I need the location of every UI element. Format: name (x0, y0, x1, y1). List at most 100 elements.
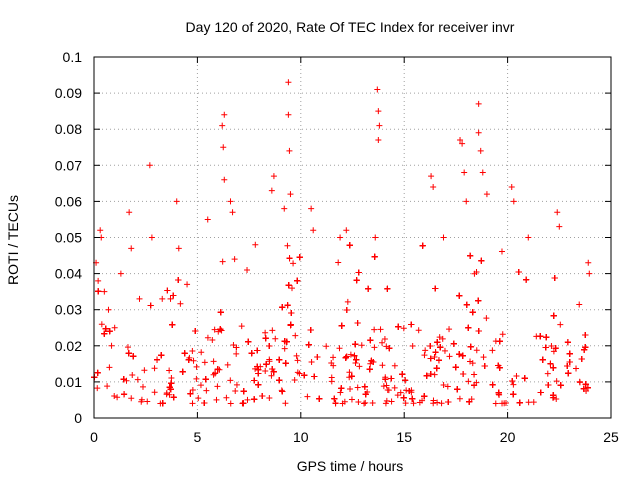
data-point (434, 399, 441, 406)
data-point (358, 342, 365, 349)
data-point (436, 334, 443, 341)
data-point (383, 382, 390, 389)
data-point (432, 285, 439, 292)
data-point (347, 386, 354, 393)
data-point (214, 383, 221, 390)
data-point (521, 375, 528, 382)
data-point (375, 137, 382, 144)
data-point (108, 342, 115, 349)
data-point (287, 191, 294, 198)
data-point (266, 342, 273, 349)
data-point (227, 377, 234, 384)
data-point (463, 301, 470, 308)
data-point (332, 400, 339, 407)
data-point (101, 330, 108, 337)
y-tick-label: 0.03 (55, 302, 82, 318)
data-point (366, 366, 373, 373)
data-point (347, 351, 354, 358)
data-point (353, 277, 360, 284)
data-point (146, 162, 153, 169)
data-point (475, 129, 482, 136)
data-point (288, 310, 295, 317)
data-point (416, 399, 423, 406)
data-point (154, 356, 161, 363)
data-point (510, 391, 517, 398)
data-point (187, 390, 194, 397)
data-point (581, 346, 588, 353)
data-point (456, 292, 463, 299)
data-point (262, 329, 269, 336)
plot-frame (93, 56, 612, 419)
data-point (399, 371, 406, 378)
data-point (304, 393, 311, 400)
data-point (255, 381, 262, 388)
data-point (446, 326, 453, 333)
data-point (431, 371, 438, 378)
x-tick-label: 0 (90, 429, 98, 445)
data-point (158, 352, 165, 359)
data-point (139, 383, 146, 390)
y-tick-label: 0.08 (55, 121, 82, 137)
data-point (164, 287, 171, 294)
data-point (95, 288, 102, 295)
data-point (553, 396, 560, 403)
data-point (111, 324, 118, 331)
data-point (566, 358, 573, 365)
data-point (356, 363, 363, 370)
y-tick-label: 0 (74, 410, 82, 426)
data-point (342, 354, 349, 361)
data-point (316, 395, 323, 402)
data-point (438, 400, 445, 407)
data-point (383, 397, 390, 404)
data-point (379, 339, 386, 346)
data-point (159, 400, 166, 407)
data-point (220, 144, 227, 151)
data-point (489, 347, 496, 354)
data-point (223, 394, 230, 401)
data-point (202, 376, 209, 383)
data-point (343, 227, 350, 234)
data-point (126, 209, 133, 216)
data-point (371, 326, 378, 333)
data-point (269, 327, 276, 334)
data-points (91, 79, 593, 407)
data-point (352, 341, 359, 348)
data-point (510, 381, 517, 388)
data-point (167, 295, 174, 302)
data-point (272, 335, 279, 342)
data-point (251, 396, 258, 403)
data-point (106, 364, 113, 371)
data-point (229, 209, 236, 216)
data-point (184, 281, 191, 288)
data-point (232, 387, 239, 394)
data-point (471, 371, 478, 378)
data-point (175, 245, 182, 252)
data-point (477, 147, 484, 154)
data-point (310, 227, 317, 234)
data-point (328, 374, 335, 381)
data-point (495, 362, 502, 369)
data-point (123, 377, 130, 384)
data-point (209, 337, 216, 344)
data-point (554, 209, 561, 216)
data-point (328, 359, 335, 366)
data-point (480, 354, 487, 361)
data-point (459, 352, 466, 359)
data-point (285, 111, 292, 118)
data-point (391, 362, 398, 369)
data-point (586, 270, 593, 277)
data-point (483, 315, 490, 322)
data-point (337, 234, 344, 241)
data-point (294, 357, 301, 364)
data-point (147, 302, 154, 309)
data-point (475, 100, 482, 107)
data-point (467, 358, 474, 365)
data-point (311, 373, 318, 380)
data-point (468, 396, 475, 403)
data-point (354, 320, 361, 327)
x-axis-label: GPS time / hours (297, 458, 404, 474)
data-point (195, 395, 202, 402)
data-point (573, 365, 580, 372)
y-tick-label: 0.01 (55, 374, 82, 390)
data-point (498, 248, 505, 255)
